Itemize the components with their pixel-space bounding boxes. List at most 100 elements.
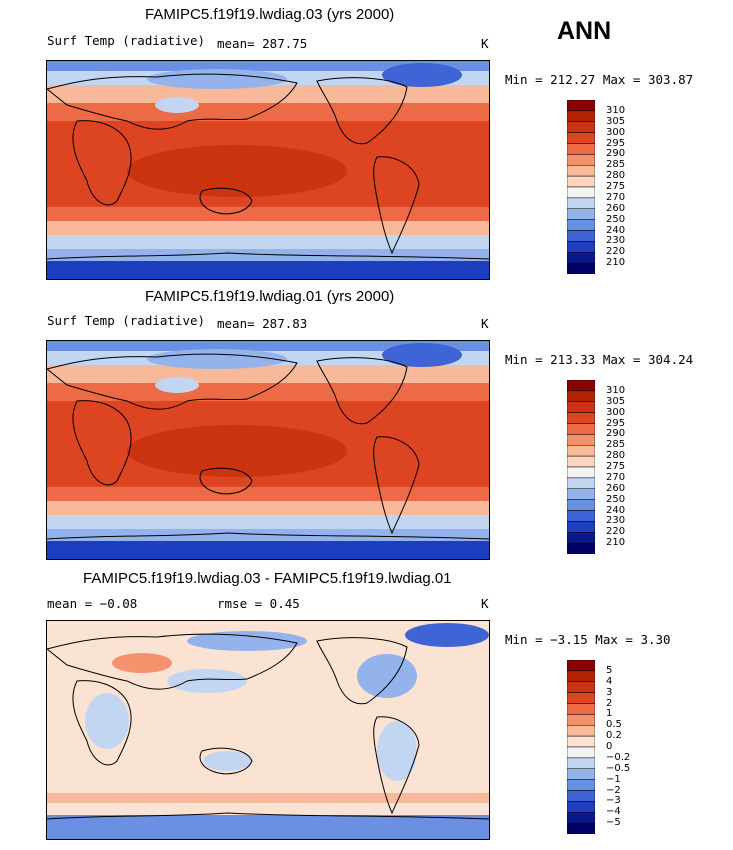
band-midlat-n: [47, 85, 489, 103]
southern-ocean-red: [47, 793, 489, 803]
colorbar-swatch: [566, 121, 596, 133]
colorbar-label: 220: [606, 526, 626, 538]
coastline-namerica: [316, 77, 408, 145]
colorbar-swatch: [566, 477, 596, 489]
panel3-field: [47, 621, 489, 839]
colorbar-swatch: [566, 510, 596, 522]
band-midlat-s: [47, 501, 489, 515]
siberia-blue: [187, 631, 307, 651]
colorbar-label: −0.5: [606, 762, 631, 774]
colorbar-label: 300: [606, 126, 626, 138]
panel1-units: K: [481, 36, 489, 51]
colorbar-label: 250: [606, 213, 626, 225]
colorbar-swatch: [566, 455, 596, 468]
colorbar-swatch: [566, 154, 596, 166]
warm-pool: [127, 425, 347, 477]
colorbar-label: 210: [606, 257, 626, 269]
colorbar-swatch: [566, 252, 596, 264]
colorbar-swatch: [566, 757, 596, 769]
colorbar-swatch: [566, 521, 596, 533]
colorbar-label: −1: [606, 773, 621, 785]
panel1-title: FAMIPC5.f19f19.lwdiag.03 (yrs 2000): [145, 6, 395, 23]
colorbar-swatch: [566, 692, 596, 704]
colorbar-label: 310: [606, 384, 626, 396]
colorbar-swatch: [566, 175, 596, 188]
colorbar-label: 210: [606, 537, 626, 549]
band-antarctic: [47, 541, 489, 559]
tibet-cold: [155, 97, 199, 113]
panel2-field: [47, 341, 489, 559]
colorbar-label: 305: [606, 395, 626, 407]
band-midlat-n: [47, 365, 489, 383]
greenland-cold: [382, 343, 462, 367]
colorbar-label: 295: [606, 137, 626, 149]
colorbar-swatch: [566, 659, 596, 672]
panel2-minmax: Min = 213.33 Max = 304.24: [505, 352, 694, 367]
coastline-antarctica: [47, 812, 489, 820]
coastline-namerica: [316, 637, 408, 705]
band-polar-n: [47, 341, 489, 351]
coastline-africa: [72, 680, 132, 766]
colorbar-swatch: [566, 262, 596, 275]
colorbar-swatch: [566, 768, 596, 780]
colorbar-swatch: [566, 703, 596, 715]
colorbar-swatch: [566, 542, 596, 555]
colorbar-swatch: [566, 132, 596, 144]
colorbar-swatch: [566, 99, 596, 112]
siberia-cold: [147, 69, 287, 89]
samerica-blue: [377, 721, 417, 781]
panel1-variable-label: Surf Temp (radiative): [47, 33, 206, 48]
panel2-mean: mean= 287.83: [217, 316, 308, 331]
coastline-eurasia: [47, 353, 298, 410]
colorbar-swatch: [566, 110, 596, 122]
colorbar-label: 305: [606, 115, 626, 127]
panel1-mean: mean= 287.75: [217, 36, 308, 51]
colorbar-label: 5: [606, 664, 613, 676]
colorbar-label: −4: [606, 806, 621, 818]
band-subtrop-s: [47, 487, 489, 501]
colorbar-label: −0.2: [606, 751, 631, 763]
coastline-samerica: [373, 716, 420, 815]
asia-blue: [167, 669, 247, 693]
panel2-units: K: [481, 316, 489, 331]
panel3-rmse: rmse = 0.45: [217, 596, 300, 611]
colorbar-label: 250: [606, 493, 626, 505]
panel1-map: [46, 60, 490, 280]
colorbar-swatch: [566, 186, 596, 199]
colorbar-swatch: [566, 466, 596, 479]
colorbar-swatch: [566, 230, 596, 242]
panel2-variable-label: Surf Temp (radiative): [47, 313, 206, 328]
panel2-colorbar: [566, 379, 596, 559]
colorbar-swatch: [566, 143, 596, 155]
colorbar-swatch: [566, 390, 596, 402]
antarctic-blue: [47, 815, 489, 839]
australia-blue: [203, 751, 251, 771]
namerica-blue: [357, 654, 417, 698]
colorbar-swatch: [566, 714, 596, 726]
coastline-samerica: [373, 156, 420, 255]
colorbar-swatch: [566, 197, 596, 209]
colorbar-swatch: [566, 445, 596, 457]
coastline-eurasia: [47, 633, 298, 690]
panel1-minmax: Min = 212.27 Max = 303.87: [505, 72, 694, 87]
colorbar-label: 4: [606, 675, 613, 687]
colorbar-label: 290: [606, 428, 626, 440]
coastline-australia: [199, 747, 253, 775]
colorbar-label: 295: [606, 417, 626, 429]
colorbar-label: 2: [606, 697, 613, 709]
panel1-colorbar: [566, 99, 596, 279]
colorbar-swatch: [566, 219, 596, 231]
colorbar-swatch: [566, 725, 596, 737]
greenland-cold: [382, 63, 462, 87]
colorbar-label: 270: [606, 471, 626, 483]
colorbar-label: 300: [606, 406, 626, 418]
colorbar-label: −5: [606, 817, 621, 829]
coastline-antarctica: [47, 532, 489, 540]
colorbar-label: 275: [606, 181, 626, 192]
coastline-africa: [72, 120, 132, 206]
season-label: ANN: [557, 17, 612, 45]
colorbar-swatch: [566, 735, 596, 748]
colorbar-label: 230: [606, 235, 626, 247]
panel3-minmax: Min = −3.15 Max = 3.30: [505, 632, 671, 647]
band-cold-s: [47, 515, 489, 529]
